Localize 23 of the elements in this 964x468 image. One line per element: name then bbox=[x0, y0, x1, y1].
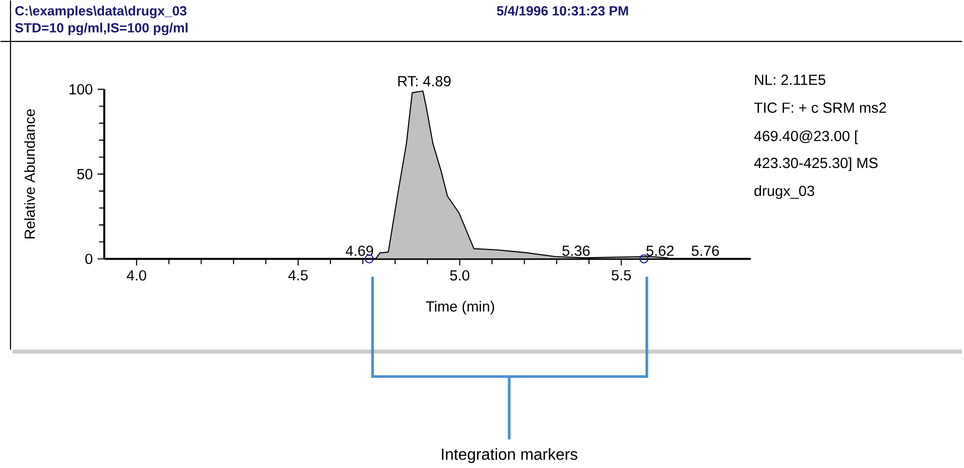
text: 5/4/1996 10:31:23 PM bbox=[496, 6, 628, 16]
text: 469.40@23.00 [ bbox=[754, 130, 858, 144]
text: drugx_03 bbox=[754, 185, 814, 199]
y-axis-title: Relative Abundance bbox=[24, 109, 35, 238]
x-axis-title: Time (min) bbox=[426, 300, 494, 314]
x-tick-label: 4.0 bbox=[126, 270, 146, 280]
x-tick-label: 5.5 bbox=[612, 270, 631, 280]
chart-subtitle: STD=10 pg/ml,IS=100 pg/ml bbox=[15, 22, 188, 36]
annotation: 4.69 bbox=[346, 245, 374, 256]
chart-title: C:\examples\data\drugx_03 bbox=[15, 6, 186, 18]
text: NL: 2.11E5 bbox=[755, 74, 826, 85]
y-tick-label: 50 bbox=[77, 168, 92, 180]
x-tick-label: 5.0 bbox=[450, 270, 470, 280]
text: TIC F: + c SRM ms2 bbox=[754, 102, 886, 113]
x-tick-label: 4.5 bbox=[288, 270, 308, 280]
annotation: RT: 4.89 bbox=[398, 76, 451, 86]
y-tick-label: 0 bbox=[85, 254, 92, 264]
y-tick-label: 100 bbox=[70, 84, 92, 94]
annotation: 5.36 bbox=[562, 245, 590, 256]
annotation: 5.62 bbox=[646, 245, 674, 256]
text: 423.30-425.30] MS bbox=[754, 157, 878, 171]
annotation: 5.76 bbox=[692, 245, 719, 256]
text: Integration markers bbox=[442, 448, 578, 463]
